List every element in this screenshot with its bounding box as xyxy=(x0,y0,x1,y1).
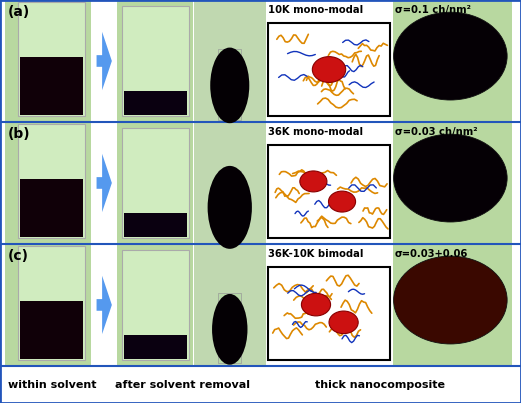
Text: (b): (b) xyxy=(8,127,30,141)
Circle shape xyxy=(393,256,507,344)
Bar xyxy=(122,250,189,360)
Text: σ=0.1 ch/nm²: σ=0.1 ch/nm² xyxy=(395,5,471,15)
Bar xyxy=(218,293,241,364)
Text: (a): (a) xyxy=(8,5,30,19)
Bar xyxy=(268,23,390,116)
Bar xyxy=(5,122,91,244)
Bar xyxy=(393,0,512,122)
Bar xyxy=(268,267,390,360)
Ellipse shape xyxy=(212,294,247,365)
Text: σ=0.03+0.06: σ=0.03+0.06 xyxy=(395,249,468,259)
Bar xyxy=(194,122,266,244)
Bar xyxy=(124,335,187,359)
Bar xyxy=(218,171,241,241)
Circle shape xyxy=(393,12,507,100)
Bar xyxy=(393,244,512,366)
Bar xyxy=(117,0,193,122)
Bar xyxy=(18,2,85,116)
Bar xyxy=(268,145,390,238)
Bar xyxy=(0,366,521,403)
Bar xyxy=(20,179,83,237)
Bar xyxy=(5,244,91,366)
Bar xyxy=(117,244,193,366)
Bar xyxy=(20,301,83,359)
Text: (c): (c) xyxy=(8,249,29,263)
Bar xyxy=(218,49,241,120)
Bar xyxy=(194,0,266,122)
Bar xyxy=(124,213,187,237)
Bar xyxy=(18,246,85,360)
Text: within solvent: within solvent xyxy=(8,380,96,390)
Bar xyxy=(122,128,189,238)
Ellipse shape xyxy=(210,48,249,123)
Bar xyxy=(124,91,187,115)
Text: σ=0.03 ch/nm²: σ=0.03 ch/nm² xyxy=(395,127,478,137)
Circle shape xyxy=(301,293,330,316)
Circle shape xyxy=(328,191,355,212)
Circle shape xyxy=(393,134,507,222)
Bar xyxy=(18,125,85,238)
Circle shape xyxy=(329,311,358,334)
Text: after solvent removal: after solvent removal xyxy=(115,380,250,390)
Text: 36K mono-modal: 36K mono-modal xyxy=(268,127,363,137)
Bar xyxy=(194,244,266,366)
Circle shape xyxy=(312,57,346,83)
Bar xyxy=(393,122,512,244)
Bar xyxy=(117,122,193,244)
Circle shape xyxy=(300,171,327,192)
Text: 10K mono-modal: 10K mono-modal xyxy=(268,5,364,15)
Bar xyxy=(5,0,91,122)
Bar xyxy=(20,57,83,115)
Text: 36K-10K bimodal: 36K-10K bimodal xyxy=(268,249,364,259)
Bar xyxy=(122,6,189,116)
Ellipse shape xyxy=(207,166,252,249)
Text: thick nanocomposite: thick nanocomposite xyxy=(315,380,445,390)
